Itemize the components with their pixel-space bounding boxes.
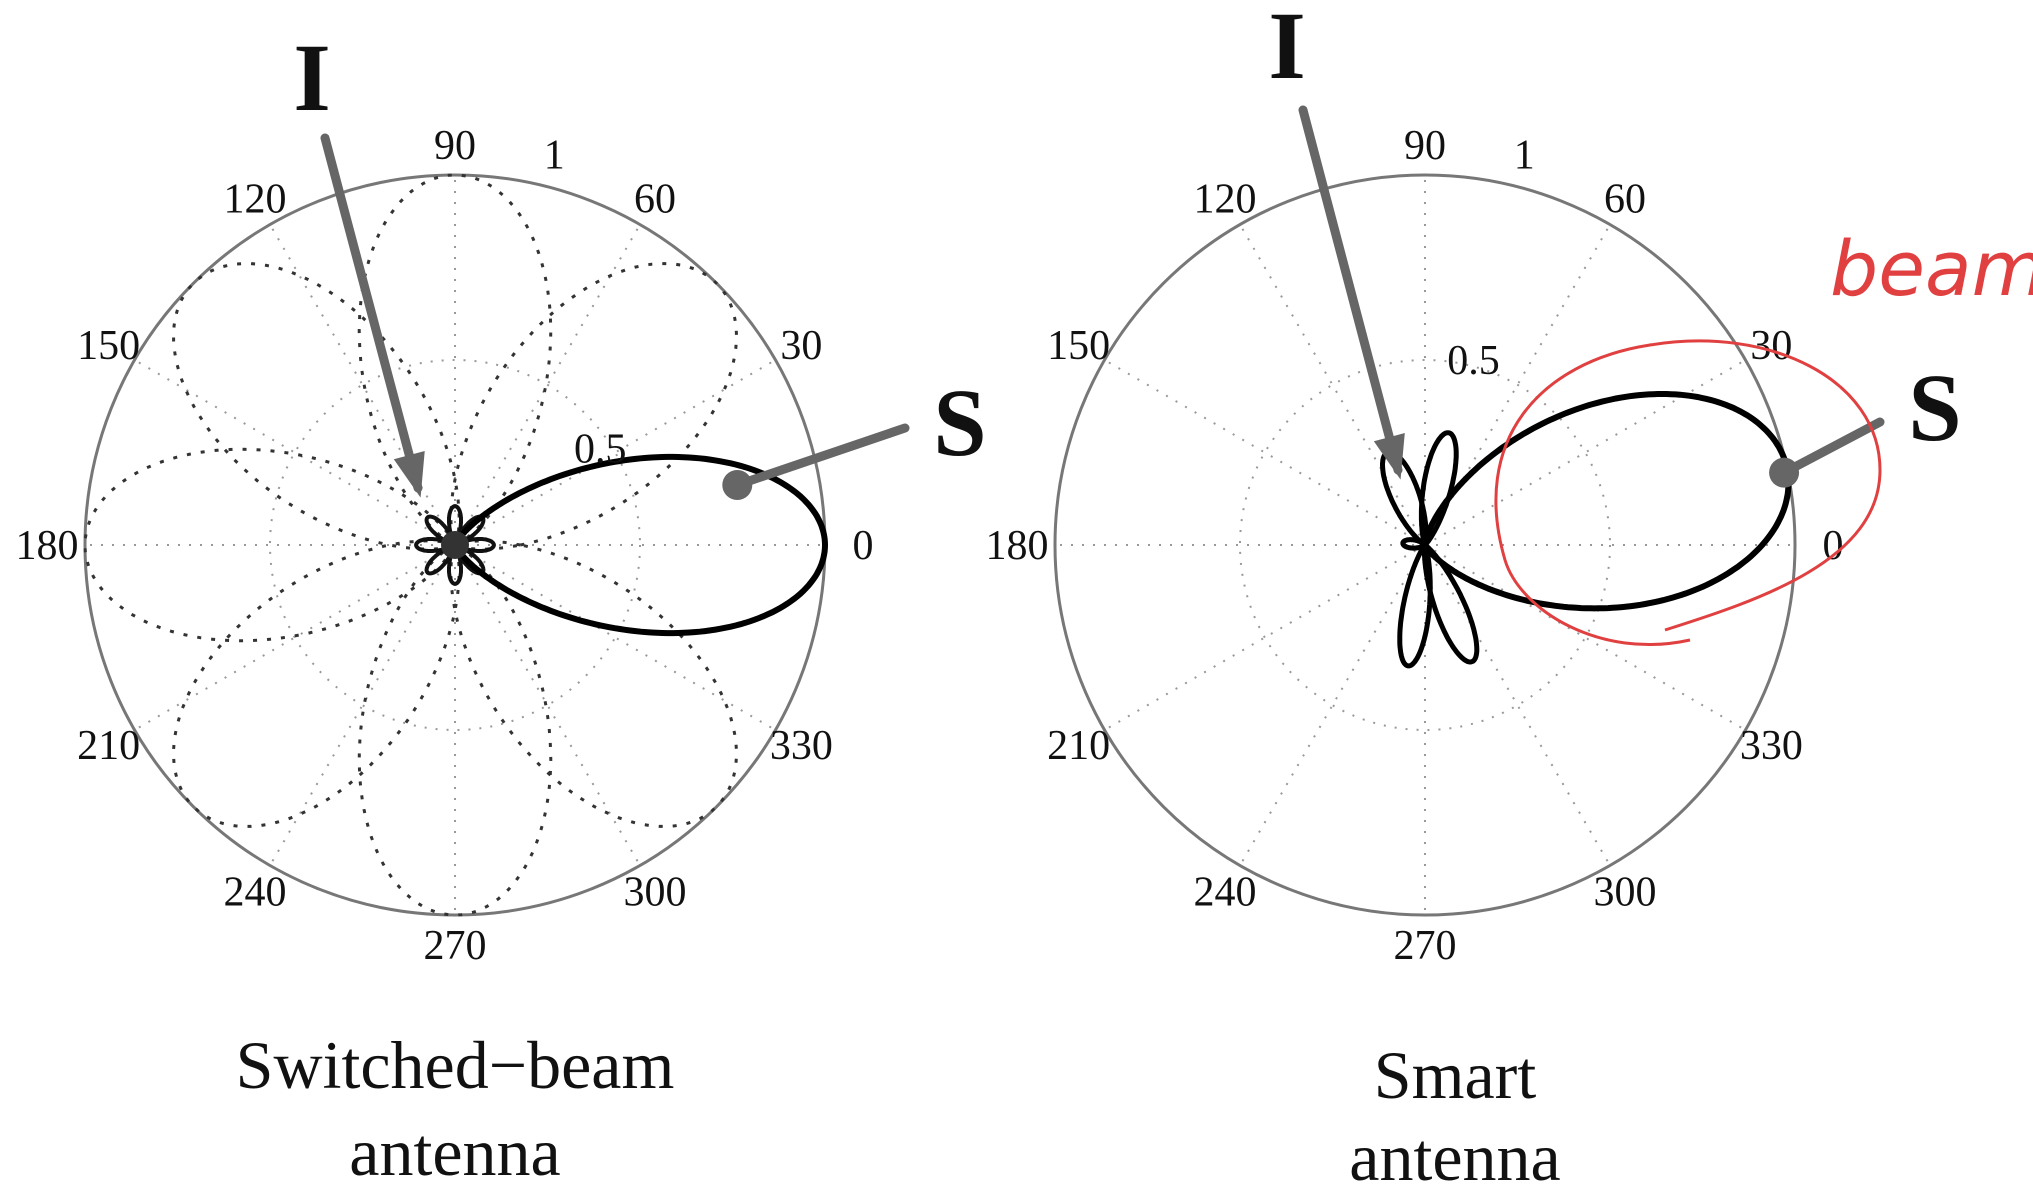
angle-tick-30: 30 — [780, 323, 822, 369]
dotted-beam-315 — [449, 539, 738, 828]
side-lobe-4 — [1400, 537, 1428, 551]
right-caption-line-1: Smart — [1374, 1037, 1537, 1113]
radial-tick-1: 1 — [544, 133, 565, 179]
spoke-30 — [1424, 359, 1746, 546]
angle-tick-120: 120 — [1194, 177, 1257, 223]
angle-tick-300: 300 — [624, 869, 687, 915]
angle-tick-60: 60 — [1604, 177, 1646, 223]
origin-dot — [441, 531, 469, 559]
outer-circle — [1053, 173, 1797, 917]
inner-circle — [1239, 359, 1611, 731]
angle-tick-210: 210 — [1047, 723, 1110, 769]
angle-tick-300: 300 — [1594, 869, 1657, 915]
angle-tick-150: 150 — [77, 323, 140, 369]
dotted-beam-45 — [449, 262, 738, 551]
interference-pointer — [320, 133, 423, 493]
spoke-300 — [1424, 544, 1611, 866]
signal-dot — [722, 469, 753, 500]
left-caption-line-2: antenna — [349, 1114, 560, 1190]
radial-tick-0.5: 0.5 — [574, 427, 627, 473]
angle-tick-120: 120 — [224, 177, 287, 223]
spoke-60 — [454, 224, 641, 546]
beam-annotation-text: beam — [1830, 224, 2033, 313]
beam-annotation-circle — [1494, 339, 1882, 646]
left-caption-line-1: Switched−beam — [236, 1027, 675, 1103]
spoke-150 — [134, 359, 456, 546]
spoke-120 — [1239, 224, 1426, 546]
spoke-210 — [1104, 544, 1426, 731]
angle-tick-240: 240 — [1194, 869, 1257, 915]
angle-tick-240: 240 — [224, 869, 287, 915]
right-caption-line-2: antenna — [1349, 1119, 1560, 1195]
interference-arrowhead — [1373, 433, 1405, 480]
interference-arrowhead — [393, 451, 425, 498]
interference-label: I — [293, 24, 330, 131]
angle-tick-210: 210 — [77, 723, 140, 769]
side-lobes — [413, 503, 497, 587]
angle-tick-0: 0 — [853, 523, 874, 569]
angle-tick-0: 0 — [1823, 523, 1844, 569]
spoke-30 — [454, 359, 776, 546]
spoke-120 — [269, 224, 456, 546]
left-patterns — [83, 173, 829, 917]
signal-pointer — [1779, 417, 1885, 478]
angle-tick-330: 330 — [770, 723, 833, 769]
spoke-60 — [1424, 224, 1611, 546]
interference-label: I — [1268, 0, 1305, 99]
side-lobe-1 — [1418, 430, 1459, 548]
inner-circle — [269, 359, 641, 731]
signal-label: S — [933, 369, 986, 476]
right-polar-grid — [1053, 173, 1797, 917]
angle-tick-270: 270 — [424, 923, 487, 969]
left-polar-grid — [83, 173, 827, 917]
angle-tick-90: 90 — [434, 123, 476, 169]
signal-dot — [1769, 457, 1800, 488]
spoke-150 — [1104, 359, 1426, 546]
spoke-330 — [1424, 544, 1746, 731]
main-lobe — [1422, 391, 1792, 612]
radial-tick-0.5: 0.5 — [1447, 338, 1500, 384]
signal-label: S — [1908, 354, 1961, 461]
angle-tick-150: 150 — [1047, 323, 1110, 369]
spoke-330 — [454, 544, 776, 731]
spoke-240 — [269, 544, 456, 866]
radial-tick-1: 1 — [1514, 133, 1535, 179]
spoke-210 — [134, 544, 456, 731]
left-tick-labels: 0 30 60 90 120 150 180 210 240 270 300 330 0.5 1 — [16, 123, 874, 969]
right-markers: SI — [1268, 0, 1962, 488]
angle-tick-60: 60 — [634, 177, 676, 223]
right-patterns — [1380, 391, 1792, 669]
angle-tick-270: 270 — [1394, 923, 1457, 969]
spoke-240 — [1239, 544, 1426, 866]
angle-tick-180: 180 — [16, 523, 79, 569]
side-lobe-3 — [1421, 542, 1480, 665]
spoke-300 — [454, 544, 641, 866]
angle-tick-180: 180 — [986, 523, 1049, 569]
angle-tick-90: 90 — [1404, 123, 1446, 169]
angle-tick-330: 330 — [1740, 723, 1803, 769]
interference-pointer — [1298, 105, 1403, 475]
signal-pointer — [732, 423, 910, 490]
left-markers: SI — [293, 24, 987, 500]
